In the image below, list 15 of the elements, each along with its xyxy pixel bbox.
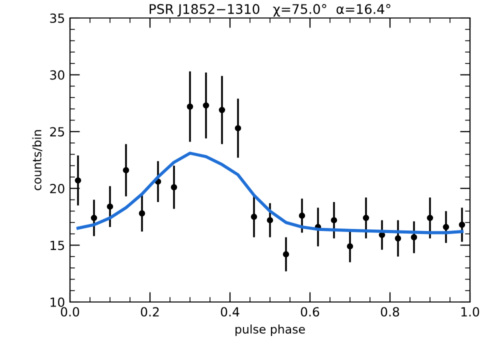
x-tick-label: 0.8: [380, 307, 400, 317]
y-tick-label: 15: [50, 240, 64, 250]
x-tick-label: 0.2: [140, 307, 159, 317]
chart-title: PSR J1852−1310 χ=75.0° α=16.4°: [150, 4, 390, 17]
y-axis-title: counts/bin: [32, 130, 42, 190]
y-tick-label: 10: [50, 297, 64, 307]
y-tick-label: 20: [50, 184, 64, 194]
x-tick-label: 0.6: [300, 307, 320, 317]
x-axis-title: pulse phase: [236, 324, 305, 336]
y-tick-label: 35: [50, 13, 64, 23]
y-tick-label: 30: [50, 70, 64, 80]
x-tick-label: 1.0: [461, 307, 480, 317]
x-tick-label: 0.4: [220, 307, 240, 317]
x-tick-label: 0.0: [60, 307, 80, 317]
y-tick-label: 25: [50, 127, 64, 137]
